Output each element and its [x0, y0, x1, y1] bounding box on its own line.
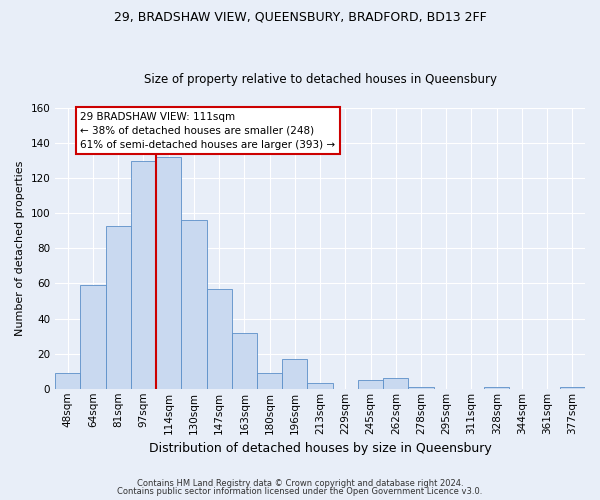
X-axis label: Distribution of detached houses by size in Queensbury: Distribution of detached houses by size … — [149, 442, 491, 455]
Bar — [383, 378, 409, 389]
Bar — [484, 387, 509, 389]
Bar — [55, 373, 80, 389]
Bar — [282, 359, 307, 389]
Bar — [156, 157, 181, 389]
Bar — [106, 226, 131, 389]
Bar — [307, 384, 332, 389]
Bar — [206, 288, 232, 389]
Text: 29 BRADSHAW VIEW: 111sqm
← 38% of detached houses are smaller (248)
61% of semi-: 29 BRADSHAW VIEW: 111sqm ← 38% of detach… — [80, 112, 335, 150]
Bar — [181, 220, 206, 389]
Bar — [131, 160, 156, 389]
Bar — [257, 373, 282, 389]
Bar — [560, 387, 585, 389]
Bar — [232, 332, 257, 389]
Text: 29, BRADSHAW VIEW, QUEENSBURY, BRADFORD, BD13 2FF: 29, BRADSHAW VIEW, QUEENSBURY, BRADFORD,… — [113, 10, 487, 23]
Text: Contains public sector information licensed under the Open Government Licence v3: Contains public sector information licen… — [118, 487, 482, 496]
Title: Size of property relative to detached houses in Queensbury: Size of property relative to detached ho… — [143, 73, 497, 86]
Y-axis label: Number of detached properties: Number of detached properties — [15, 160, 25, 336]
Bar — [80, 285, 106, 389]
Bar — [409, 387, 434, 389]
Bar — [358, 380, 383, 389]
Text: Contains HM Land Registry data © Crown copyright and database right 2024.: Contains HM Land Registry data © Crown c… — [137, 478, 463, 488]
